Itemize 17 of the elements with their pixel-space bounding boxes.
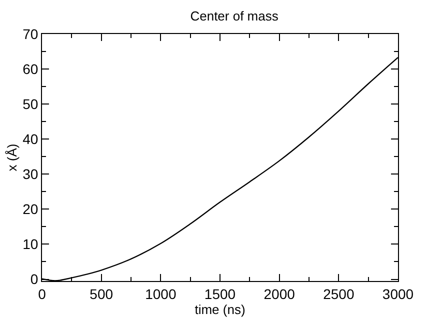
- y-tick-label: 60: [22, 60, 38, 77]
- x-tick-label: 2500: [323, 286, 354, 302]
- x-tick-label: 3000: [382, 286, 414, 302]
- y-tick-label: 40: [22, 131, 38, 148]
- y-axis-title: x (Å): [4, 144, 20, 172]
- chart-title: Center of mass: [190, 8, 279, 24]
- y-tick-label: 10: [22, 236, 38, 252]
- x-tick-label: 500: [90, 286, 114, 302]
- y-tick-label: 50: [22, 96, 38, 112]
- y-tick-label: 70: [22, 26, 38, 42]
- y-tick-label: 20: [22, 201, 38, 218]
- x-tick-label: 2000: [264, 286, 296, 302]
- x-tick-label: 1500: [204, 286, 236, 302]
- y-tick-label: 0: [30, 271, 38, 288]
- x-tick-label: 1000: [145, 286, 176, 302]
- x-axis-title: time (ns): [194, 302, 246, 317]
- y-tick-label: 30: [22, 166, 38, 182]
